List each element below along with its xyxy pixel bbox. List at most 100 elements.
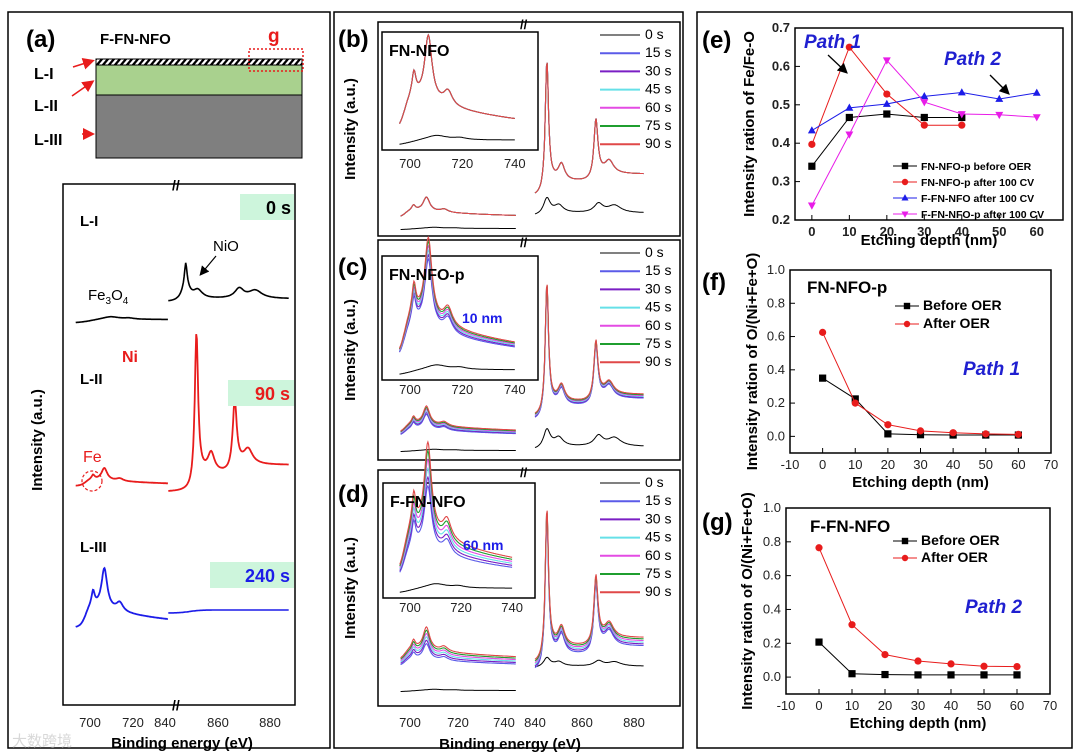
legend-label: 30 s bbox=[645, 510, 671, 526]
data-point-square bbox=[903, 302, 911, 310]
schematic-sample-name: F-FN-NFO bbox=[100, 31, 171, 48]
legend-label: 75 s bbox=[645, 117, 671, 133]
spectrum-d-30s-fe bbox=[400, 639, 516, 664]
y-tick-label: 0.8 bbox=[767, 295, 785, 310]
spectrum-d-15s-ni bbox=[534, 518, 644, 669]
panel-a-label: (a) bbox=[26, 26, 55, 53]
time-badge-90s bbox=[228, 380, 294, 406]
data-point-triangle-down bbox=[920, 99, 929, 107]
spectrum-b-0s-fe bbox=[400, 226, 516, 230]
fe-highlight-circle bbox=[81, 470, 103, 492]
y-tick-label: 0.0 bbox=[767, 428, 785, 443]
layer-l1-block bbox=[95, 58, 303, 66]
legend-label: 0 s bbox=[645, 474, 664, 490]
inset-d-spectrum-90s bbox=[399, 440, 513, 565]
data-point-circle bbox=[848, 621, 856, 629]
spectrum-b-0s-ni bbox=[534, 196, 644, 215]
x-tick-label: 10 bbox=[845, 698, 859, 713]
spectrum-c-30s-fe bbox=[400, 412, 516, 435]
spectrum-l3-fe-region bbox=[75, 566, 168, 628]
spectrum-d-60s-fe bbox=[400, 632, 516, 661]
inset-b-xtick: 740 bbox=[504, 156, 526, 171]
chart-f-title: FN-NFO-p bbox=[807, 278, 887, 297]
time-label-0s: 0 s bbox=[266, 198, 291, 218]
y-tick-label: 0.0 bbox=[763, 669, 781, 684]
data-point-square bbox=[883, 110, 891, 118]
x-tick-label: 30 bbox=[913, 457, 927, 472]
y-tick-label: 1.0 bbox=[763, 500, 781, 515]
data-point-square bbox=[851, 395, 859, 403]
x-tick-label: 60 bbox=[1011, 457, 1025, 472]
data-point-triangle-down bbox=[1032, 114, 1041, 122]
x-tick-label: 70 bbox=[1043, 698, 1057, 713]
data-point-triangle-up bbox=[1032, 88, 1041, 96]
x-tick-label: 50 bbox=[977, 698, 991, 713]
data-point-square bbox=[1013, 671, 1021, 679]
layer-label-l1: L-I bbox=[34, 66, 54, 83]
axis-break-bottom: // bbox=[172, 697, 180, 713]
axis-break: // bbox=[520, 17, 528, 32]
spectrum-b-90s-ni bbox=[534, 62, 644, 194]
spectrum-c-60s-fe bbox=[400, 408, 516, 433]
inset-d-spectrum-60s bbox=[399, 457, 513, 568]
data-point-square bbox=[980, 671, 988, 679]
bcd-xlabel: Binding energy (eV) bbox=[439, 736, 581, 753]
data-point-circle bbox=[982, 430, 990, 438]
spectrum-d-90s-fe bbox=[400, 626, 516, 659]
data-point-triangle-up bbox=[995, 94, 1004, 102]
legend-label: FN-NFO-p after 100 CV bbox=[921, 177, 1034, 189]
data-point-square bbox=[848, 670, 856, 678]
time-label-90s: 90 s bbox=[255, 384, 290, 404]
layer-label-l2: L-II bbox=[34, 98, 58, 115]
panels-bcd-border bbox=[333, 11, 684, 749]
x-tick-label: 20 bbox=[880, 224, 894, 239]
data-point-circle bbox=[914, 657, 922, 665]
chart-g-title: F-FN-NFO bbox=[810, 517, 890, 536]
data-point-circle bbox=[851, 399, 859, 407]
time-badge-0s bbox=[240, 194, 294, 220]
data-point-circle bbox=[845, 43, 853, 51]
legend-label: 15 s bbox=[645, 492, 671, 508]
legend-label: After OER bbox=[923, 315, 990, 331]
data-point-square bbox=[947, 671, 955, 679]
panels-efg-border bbox=[696, 11, 1073, 749]
y-tick-label: 0.3 bbox=[772, 174, 790, 189]
x-tick-label: 20 bbox=[881, 457, 895, 472]
spectrum-label-l2: L-II bbox=[80, 371, 103, 388]
x-tick-label: 50 bbox=[992, 224, 1006, 239]
data-point-triangle-down bbox=[957, 111, 966, 119]
watermark: 大数跨境 bbox=[12, 732, 72, 750]
panel-b: // (b) Intensity (a.u.) FN-NFO 700 720 740 0 s 1… bbox=[338, 17, 681, 237]
path-annotation: Path 2 bbox=[965, 597, 1022, 618]
path-arrow bbox=[827, 54, 848, 74]
spectrum-c-45s-fe bbox=[400, 410, 516, 434]
spectrum-l3-ni-region bbox=[168, 609, 289, 614]
data-point-triangle-up bbox=[882, 99, 891, 107]
y-tick-label: 0.2 bbox=[763, 635, 781, 650]
data-point-square bbox=[916, 431, 925, 439]
bcd-xtick: 840 bbox=[524, 715, 546, 730]
inset-c-xtick: 700 bbox=[399, 382, 421, 397]
data-point-square bbox=[808, 162, 816, 170]
data-point-circle bbox=[815, 544, 823, 552]
inset-d-spectrum-15s bbox=[399, 484, 513, 573]
data-point-circle bbox=[920, 121, 928, 129]
inset-d-xtick: 700 bbox=[399, 600, 421, 615]
x-tick-label: 50 bbox=[979, 457, 993, 472]
arrow-l1 bbox=[72, 57, 95, 70]
legend-label: 45 s bbox=[645, 529, 671, 545]
a-xlabel: Binding energy (eV) bbox=[111, 735, 253, 752]
chart-e: 0 10 20 30 40 50 60 0.2 0.3 0.4 0.5 0.6 0.7 (e) Etchin… bbox=[702, 20, 1064, 249]
panel-b-label: (b) bbox=[338, 26, 369, 53]
legend-label: 60 s bbox=[645, 317, 671, 333]
spectrum-c-75s-fe bbox=[400, 406, 516, 433]
spectrum-d-45s-ni bbox=[534, 515, 644, 665]
spectrum-d-75s-ni bbox=[534, 512, 644, 662]
spectrum-label-l3: L-III bbox=[80, 539, 107, 556]
x-tick-label: 0 bbox=[819, 457, 826, 472]
data-point-square bbox=[884, 430, 892, 438]
panel-b-title: FN-NFO bbox=[389, 43, 449, 60]
spectrum-c-15s-fe bbox=[400, 413, 516, 435]
data-point-circle bbox=[819, 328, 827, 336]
